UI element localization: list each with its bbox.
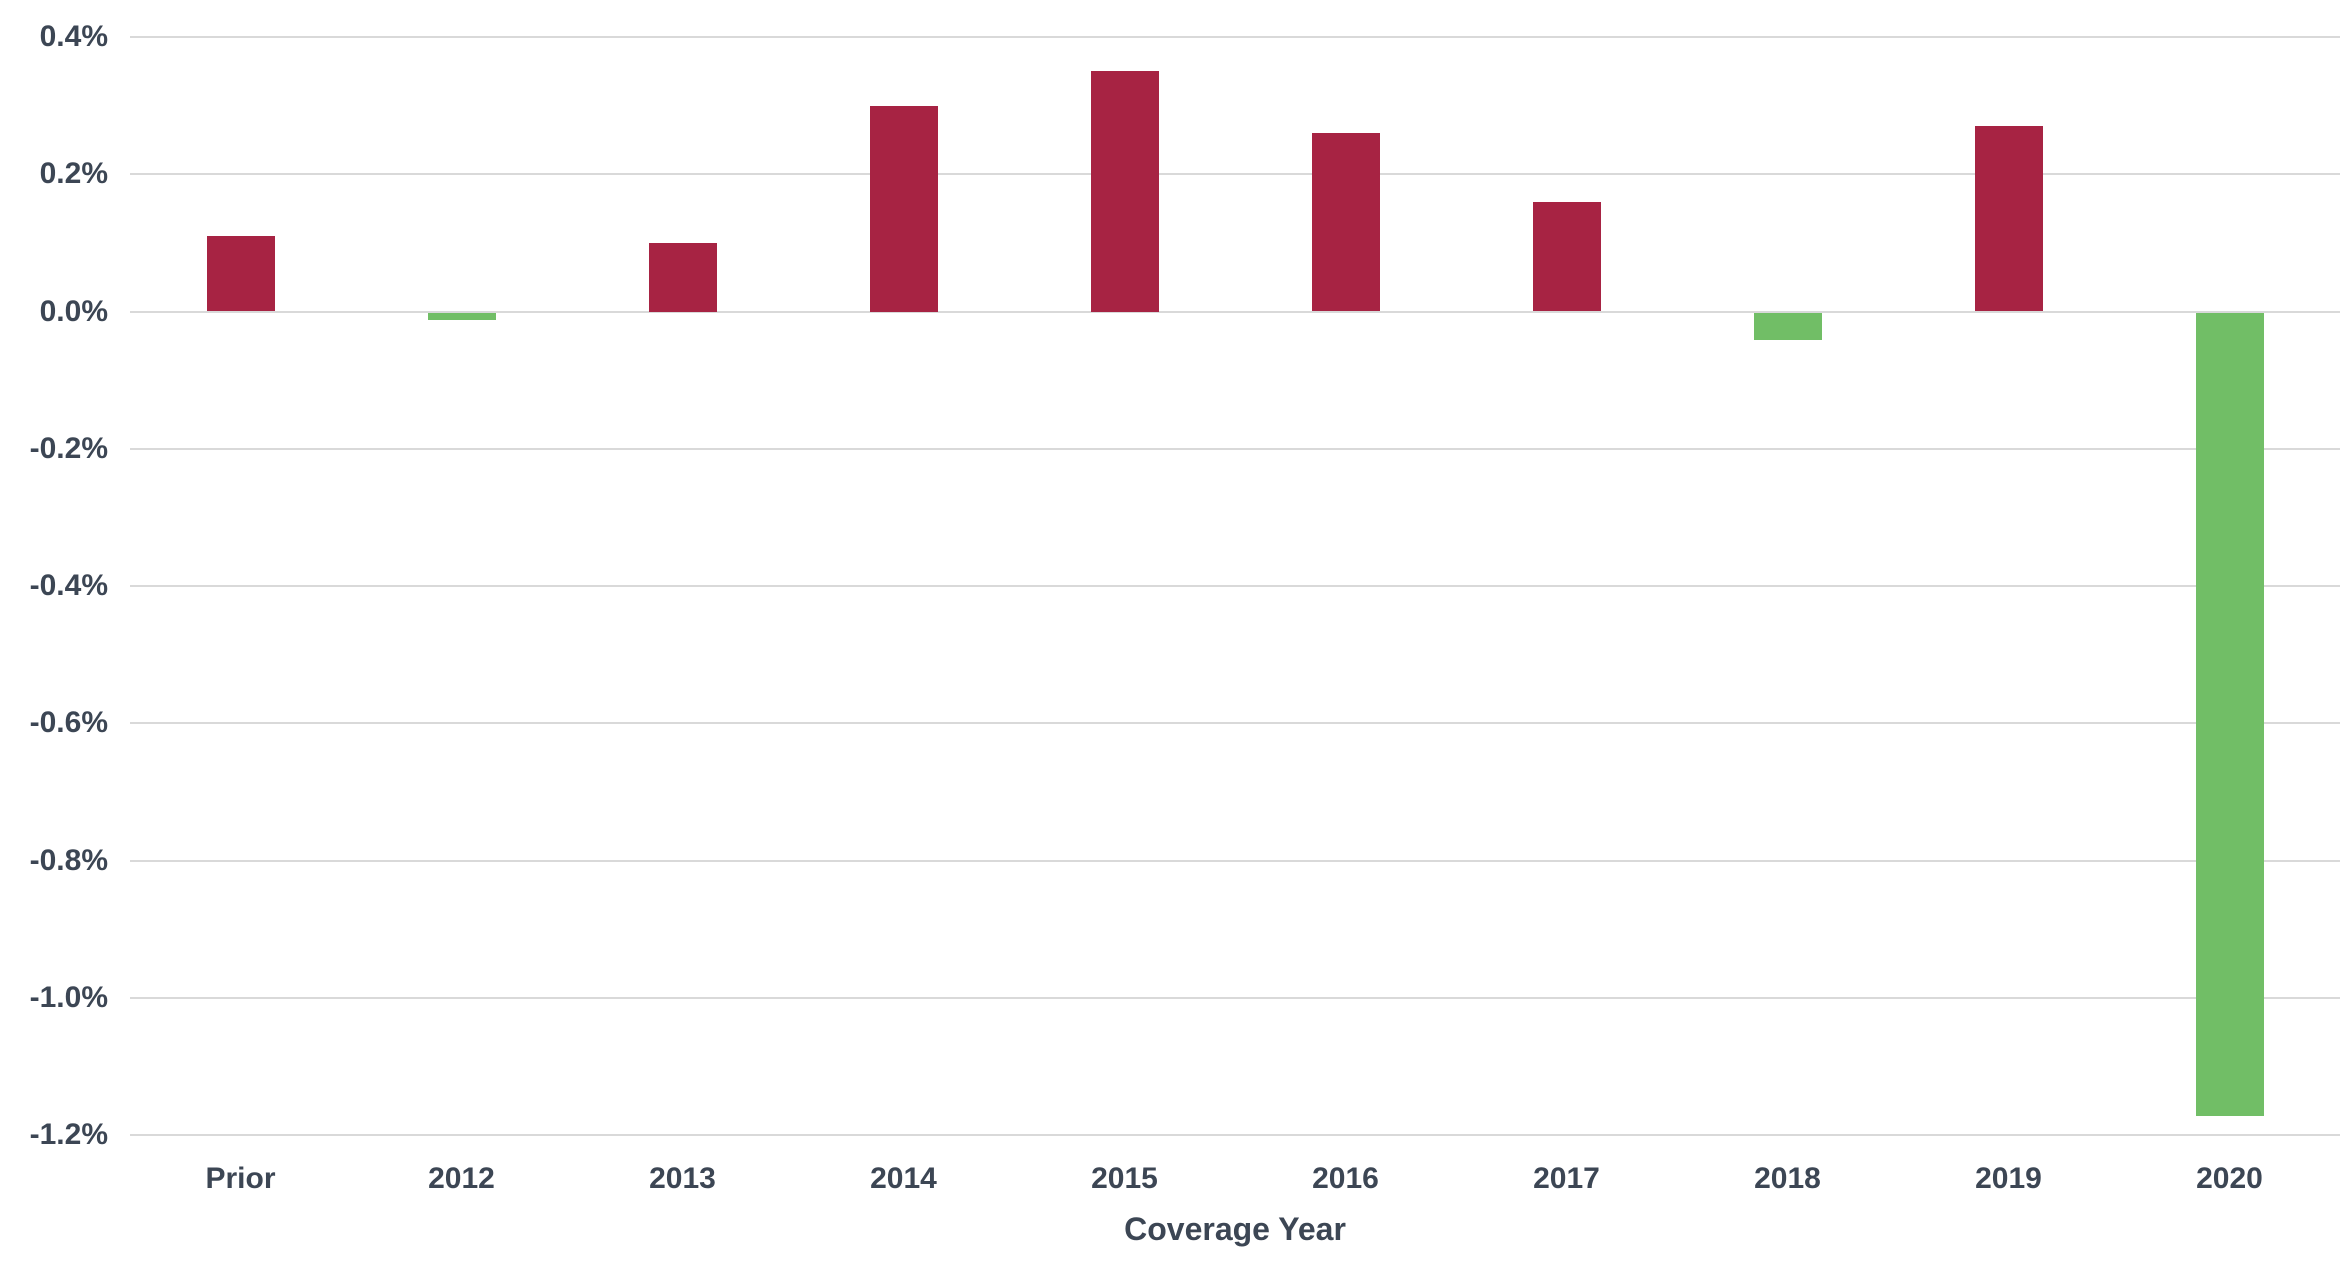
x-tick-label-2016: 2016 <box>1312 1162 1379 1195</box>
x-tick-label-2020: 2020 <box>2196 1162 2263 1195</box>
x-tick-label-prior: Prior <box>205 1162 276 1195</box>
bar-2012 <box>427 313 496 320</box>
y-tick-label: -0.2% <box>29 431 108 465</box>
gridline <box>130 585 2340 587</box>
bar-2019 <box>1974 126 2043 312</box>
gridline <box>130 859 2340 862</box>
x-tick-label-2015: 2015 <box>1091 1162 1158 1195</box>
y-tick-label: -0.6% <box>29 706 108 740</box>
plot-area <box>130 36 2340 1136</box>
y-tick-label: -1.0% <box>29 980 108 1014</box>
x-tick-label-2017: 2017 <box>1533 1162 1600 1195</box>
bar-2014 <box>869 105 938 312</box>
gridline <box>130 36 2340 38</box>
x-tick-label-2012: 2012 <box>428 1162 495 1195</box>
gridline <box>130 173 2340 176</box>
bar-2017 <box>1532 201 1601 312</box>
x-tick-label-2014: 2014 <box>870 1162 937 1195</box>
bar-2020 <box>2195 313 2264 1116</box>
bar-2015 <box>1090 71 1159 312</box>
y-tick-label: 0.2% <box>39 157 108 191</box>
y-tick-label: -0.4% <box>29 569 108 602</box>
gridline <box>130 1134 2340 1136</box>
gridline <box>130 447 2340 450</box>
gridline <box>130 722 2340 725</box>
x-tick-label-2018: 2018 <box>1754 1162 1821 1195</box>
y-tick-label: 0.0% <box>39 294 108 328</box>
bar-2018 <box>1753 313 1822 341</box>
y-tick-label: 0.4% <box>39 20 108 53</box>
y-tick-label: -0.8% <box>29 843 108 877</box>
gridline <box>130 996 2340 999</box>
gridline <box>130 310 2340 313</box>
x-tick-label-2013: 2013 <box>649 1162 716 1195</box>
bar-2016 <box>1311 133 1380 312</box>
x-tick-label-2019: 2019 <box>1975 1162 2042 1195</box>
bar-2013 <box>648 242 717 312</box>
y-tick-label: -1.2% <box>29 1118 108 1151</box>
bar-prior <box>206 236 275 312</box>
x-axis-title: Coverage Year <box>1124 1211 1346 1247</box>
